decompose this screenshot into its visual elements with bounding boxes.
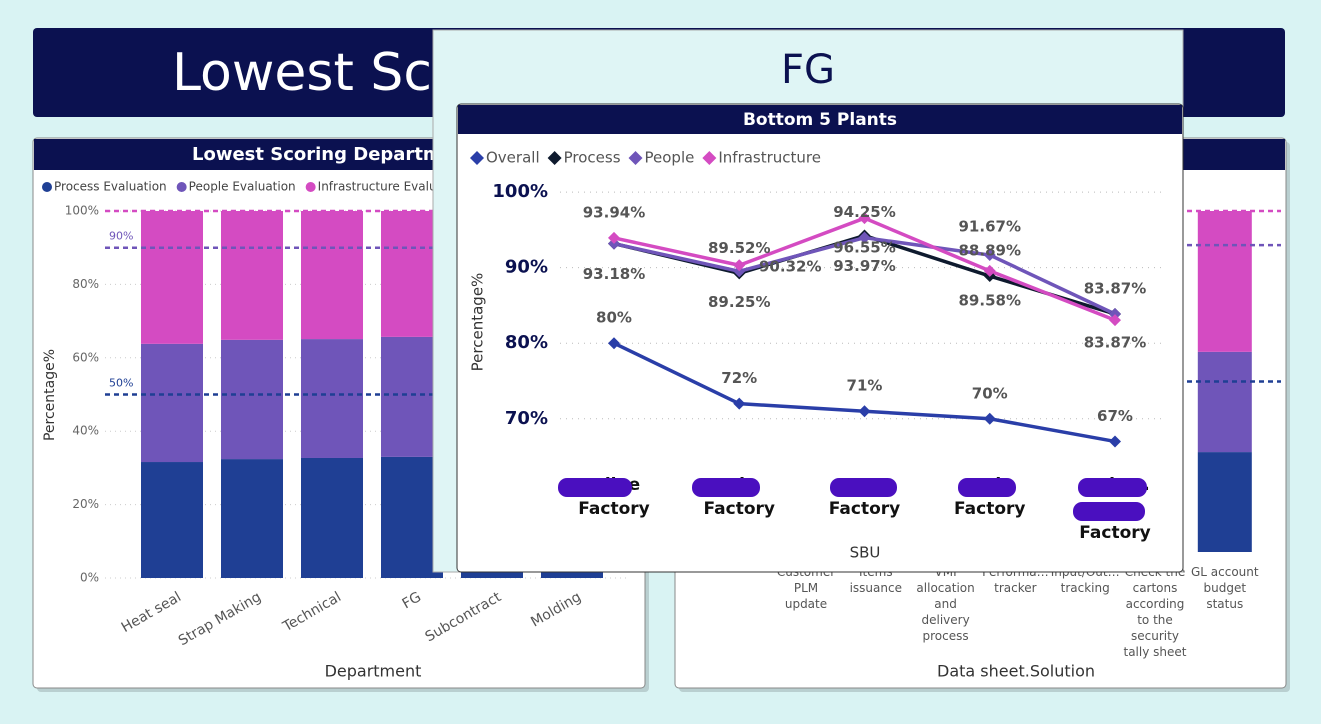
point-marker: [1109, 307, 1121, 320]
reference-label: 90%: [109, 230, 133, 243]
x-axis-title: SBU: [850, 544, 881, 562]
y-tick-label: 60%: [72, 350, 99, 364]
popup-card: [456, 103, 1184, 573]
y-tick-label: 90%: [505, 257, 548, 278]
legend-label: People: [645, 149, 695, 167]
data-label: 89.25%: [708, 293, 770, 311]
bar-segment: [221, 211, 283, 340]
data-label: 90.32%: [759, 258, 821, 276]
redaction: [1073, 502, 1145, 521]
data-label: 70%: [972, 384, 1008, 402]
x-tick-label-box: VMI allocation and delivery process: [916, 565, 975, 643]
point-marker: [608, 337, 620, 350]
point-marker: [1109, 314, 1121, 327]
data-label: 80%: [596, 309, 632, 327]
point-marker: [983, 412, 996, 425]
y-tick-label: 80%: [505, 332, 548, 353]
point-marker: [1109, 435, 1121, 448]
x-tick-label: VMI allocation and delivery process: [916, 565, 975, 643]
legend-marker: [305, 182, 316, 192]
data-label: 93.18%: [583, 265, 645, 283]
bar-segment: [1197, 211, 1252, 352]
bar-segment: [1197, 351, 1252, 453]
point-marker: [733, 259, 746, 272]
legend-marker: [547, 151, 562, 165]
redaction: [692, 478, 760, 497]
data-label: 89.52%: [708, 239, 770, 257]
data-label: 83.87%: [1084, 333, 1146, 351]
point-marker: [983, 249, 996, 262]
legend-label: Process: [564, 149, 621, 167]
data-label: 93.97%: [833, 257, 895, 275]
redaction: [1078, 478, 1147, 497]
legend-marker: [470, 151, 484, 165]
y-axis-title: Percentage%: [42, 349, 58, 441]
data-label: 83.87%: [1084, 279, 1146, 297]
y-tick-label: 70%: [505, 408, 548, 429]
x-tick-label-box: Performa… tracker: [982, 565, 1048, 595]
popup-title: FG: [781, 47, 835, 93]
card-header: [458, 105, 1182, 134]
point-marker: [608, 231, 620, 244]
bar-segment: [221, 339, 283, 460]
y-tick-label: 0%: [80, 571, 99, 585]
data-label: 96.55%: [833, 239, 895, 257]
y-tick-label: 100%: [65, 204, 99, 218]
data-label: 88.89%: [959, 242, 1021, 260]
redaction: [830, 478, 897, 497]
bar-segment: [301, 339, 363, 458]
x-axis-title: Data sheet.Solution: [937, 662, 1095, 681]
data-label: 67%: [1097, 407, 1133, 425]
x-tick-label-box: GL account budget status: [1190, 565, 1259, 611]
y-tick-label: 100%: [492, 181, 548, 202]
data-label: 93.94%: [583, 203, 645, 221]
reference-label: 50%: [109, 377, 133, 390]
data-label: 89.58%: [959, 291, 1021, 309]
point-marker: [858, 231, 871, 244]
y-tick-label: 80%: [72, 277, 99, 291]
legend-marker: [702, 151, 717, 165]
x-tick-label-box: Check the cartons according to the secur…: [1123, 565, 1187, 659]
legend-marker: [628, 151, 643, 165]
x-tick-label: GL account budget status: [1190, 565, 1259, 611]
card-title: Bottom 5 Plants: [743, 110, 897, 130]
x-tick-label-box: Input/Out… tracking: [1051, 565, 1120, 595]
x-tick-label-box: Customer PLM update: [777, 565, 835, 611]
point-marker: [858, 405, 871, 418]
x-tick-label: Check the cartons according to the secur…: [1123, 565, 1187, 659]
y-axis-title: Percentage%: [469, 273, 487, 372]
data-label: 94.25%: [833, 203, 895, 221]
legend-marker: [176, 182, 187, 192]
legend-label: Process Evaluation: [54, 180, 167, 194]
legend-label: People Evaluation: [189, 180, 296, 194]
bar-segment: [1197, 452, 1252, 552]
y-tick-label: 20%: [72, 497, 99, 511]
bar-segment: [141, 211, 203, 344]
redactions: [558, 478, 1147, 521]
data-label: 71%: [847, 377, 883, 395]
bar-segment: [301, 457, 363, 578]
bar-segment: [221, 459, 283, 578]
point-marker: [983, 264, 996, 277]
legend-label: Infrastructure: [718, 149, 821, 167]
redaction: [958, 478, 1016, 497]
y-tick-label: 40%: [72, 424, 99, 438]
point-marker: [733, 397, 746, 410]
data-label: 72%: [721, 369, 757, 387]
legend-label: Overall: [486, 149, 540, 167]
bar-segment: [141, 462, 203, 578]
redaction: [558, 478, 632, 497]
panel-title: Lowest Scoring Departments: [192, 144, 486, 165]
x-tick-label-box: Items issuance: [850, 565, 902, 595]
data-label: 91.67%: [959, 218, 1021, 236]
bar-segment: [301, 211, 363, 340]
legend-label: Infrastructure Evaluation: [318, 180, 467, 194]
legend-marker: [42, 182, 52, 192]
point-marker: [733, 265, 746, 278]
x-axis-title: Department: [325, 662, 422, 681]
bar-segment: [141, 343, 203, 463]
point-marker: [858, 212, 871, 225]
